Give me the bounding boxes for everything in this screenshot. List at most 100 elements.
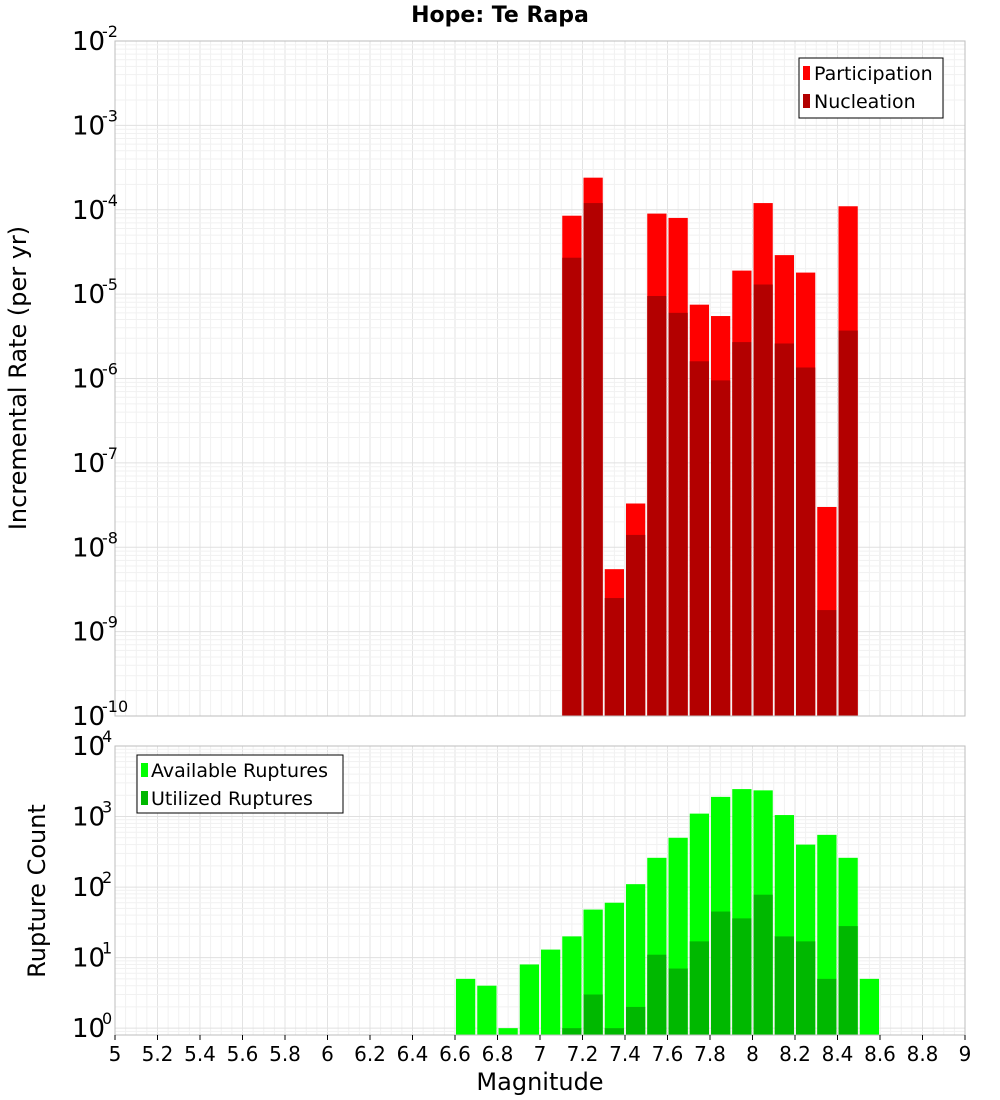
y-tick-label: 10 — [72, 196, 105, 226]
legend-swatch-participation — [803, 66, 810, 80]
bar-available-ruptures — [562, 936, 582, 1035]
bar-nucleation — [562, 257, 582, 716]
bar-nucleation — [604, 598, 624, 716]
bar-nucleation — [711, 380, 731, 716]
x-tick-label: 5.8 — [269, 1042, 301, 1066]
y-tick-label: 10 — [72, 702, 105, 732]
bar-utilized-ruptures — [668, 968, 688, 1035]
bar-available-ruptures — [456, 978, 476, 1035]
y-tick-exponent: 3 — [102, 798, 112, 817]
bar-nucleation — [626, 534, 646, 716]
x-tick-label: 5.4 — [184, 1042, 216, 1066]
y-tick-label: 10 — [72, 803, 105, 833]
bar-available-ruptures — [498, 1028, 518, 1035]
y-tick-label: 10 — [72, 533, 105, 563]
bar-utilized-ruptures — [838, 926, 858, 1035]
bar-nucleation — [817, 610, 837, 716]
bar-utilized-ruptures — [774, 936, 794, 1035]
x-tick-label: 7.2 — [567, 1042, 599, 1066]
y-tick-exponent: -9 — [102, 613, 118, 632]
rate-plot-frame — [114, 40, 966, 717]
y-tick-label: 10 — [72, 944, 105, 974]
x-ticks: 5 5.2 5.4 5.6 5.8 6 6.2 6.4 6.6 6.8 7 7.2 7.4 7.6 7.8 8… — [109, 1035, 972, 1066]
count-bars — [456, 789, 879, 1035]
y-tick-exponent: -2 — [102, 22, 118, 41]
bar-utilized-ruptures — [689, 941, 709, 1035]
y-tick-label: 10 — [72, 1014, 105, 1044]
rate-grid — [114, 40, 966, 717]
bar-utilized-ruptures — [647, 954, 667, 1035]
x-tick-label: 7.4 — [609, 1042, 641, 1066]
bar-nucleation — [668, 312, 688, 716]
y-tick-exponent: 1 — [102, 939, 112, 958]
bar-available-ruptures — [859, 978, 879, 1035]
x-tick-label: 5.6 — [227, 1042, 259, 1066]
rate-bars — [562, 177, 858, 717]
rate-legend-box — [798, 57, 944, 119]
x-tick-label: 8.4 — [822, 1042, 854, 1066]
bar-utilized-ruptures — [562, 1028, 582, 1035]
legend-swatch-nucleation — [803, 94, 810, 108]
bar-nucleation — [774, 343, 794, 716]
y-tick-exponent: -7 — [102, 444, 118, 463]
count-legend: Available Ruptures Utilized Ruptures — [136, 754, 344, 814]
y-tick-label: 10 — [72, 27, 105, 57]
bar-nucleation — [732, 342, 752, 716]
count-y-axis-label: Rupture Count — [23, 804, 51, 978]
y-tick-exponent: -10 — [102, 697, 128, 716]
bar-utilized-ruptures — [604, 1028, 624, 1035]
y-tick-exponent: 2 — [102, 868, 112, 887]
bar-nucleation — [583, 203, 603, 716]
x-tick-label: 8 — [746, 1042, 759, 1066]
y-tick-label: 10 — [72, 111, 105, 141]
bar-utilized-ruptures — [753, 894, 773, 1035]
y-tick-label: 10 — [72, 449, 105, 479]
bar-nucleation — [796, 367, 816, 716]
rate-y-axis-label: Incremental Rate (per yr) — [4, 226, 32, 530]
x-tick-label: 7.8 — [694, 1042, 726, 1066]
x-tick-label: 6 — [321, 1042, 334, 1066]
x-tick-label: 8.8 — [907, 1042, 939, 1066]
x-tick-label: 6.6 — [439, 1042, 471, 1066]
legend-swatch-available-ruptures — [141, 763, 148, 777]
y-tick-exponent: -6 — [102, 360, 118, 379]
chart-title: Hope: Te Rapa — [411, 3, 589, 28]
legend-label-available-ruptures: Available Ruptures — [151, 760, 328, 782]
bar-nucleation — [647, 296, 667, 716]
legend-label-participation: Participation — [814, 63, 933, 85]
x-tick-label: 9 — [959, 1042, 972, 1066]
count-legend-box — [136, 754, 344, 814]
x-tick-label: 5.2 — [142, 1042, 174, 1066]
x-tick-label: 8.2 — [779, 1042, 811, 1066]
bar-available-ruptures — [626, 884, 646, 1035]
bar-available-ruptures — [541, 949, 561, 1035]
x-axis-label: Magnitude — [476, 1068, 603, 1096]
y-tick-exponent: -5 — [102, 275, 118, 294]
bar-utilized-ruptures — [626, 1006, 646, 1035]
y-tick-exponent: -8 — [102, 528, 118, 547]
bar-available-ruptures — [519, 964, 539, 1035]
x-tick-label: 8.6 — [864, 1042, 896, 1066]
legend-swatch-utilized-ruptures — [141, 791, 148, 805]
bar-utilized-ruptures — [732, 918, 752, 1035]
bar-utilized-ruptures — [796, 941, 816, 1035]
y-tick-exponent: 4 — [102, 727, 112, 746]
legend-label-utilized-ruptures: Utilized Ruptures — [151, 788, 313, 810]
y-tick-label: 10 — [72, 280, 105, 310]
rate-legend: Participation Nucleation — [798, 57, 944, 119]
x-tick-label: 7 — [534, 1042, 547, 1066]
bar-utilized-ruptures — [711, 911, 731, 1035]
y-tick-exponent: -4 — [102, 191, 118, 210]
y-tick-label: 10 — [72, 873, 105, 903]
bar-available-ruptures — [604, 902, 624, 1035]
bar-available-ruptures — [477, 985, 497, 1035]
bar-nucleation — [689, 361, 709, 716]
bar-nucleation — [753, 284, 773, 716]
x-tick-label: 6.2 — [354, 1042, 386, 1066]
x-tick-label: 6.8 — [482, 1042, 514, 1066]
legend-label-nucleation: Nucleation — [814, 91, 916, 113]
bar-utilized-ruptures — [583, 994, 603, 1035]
